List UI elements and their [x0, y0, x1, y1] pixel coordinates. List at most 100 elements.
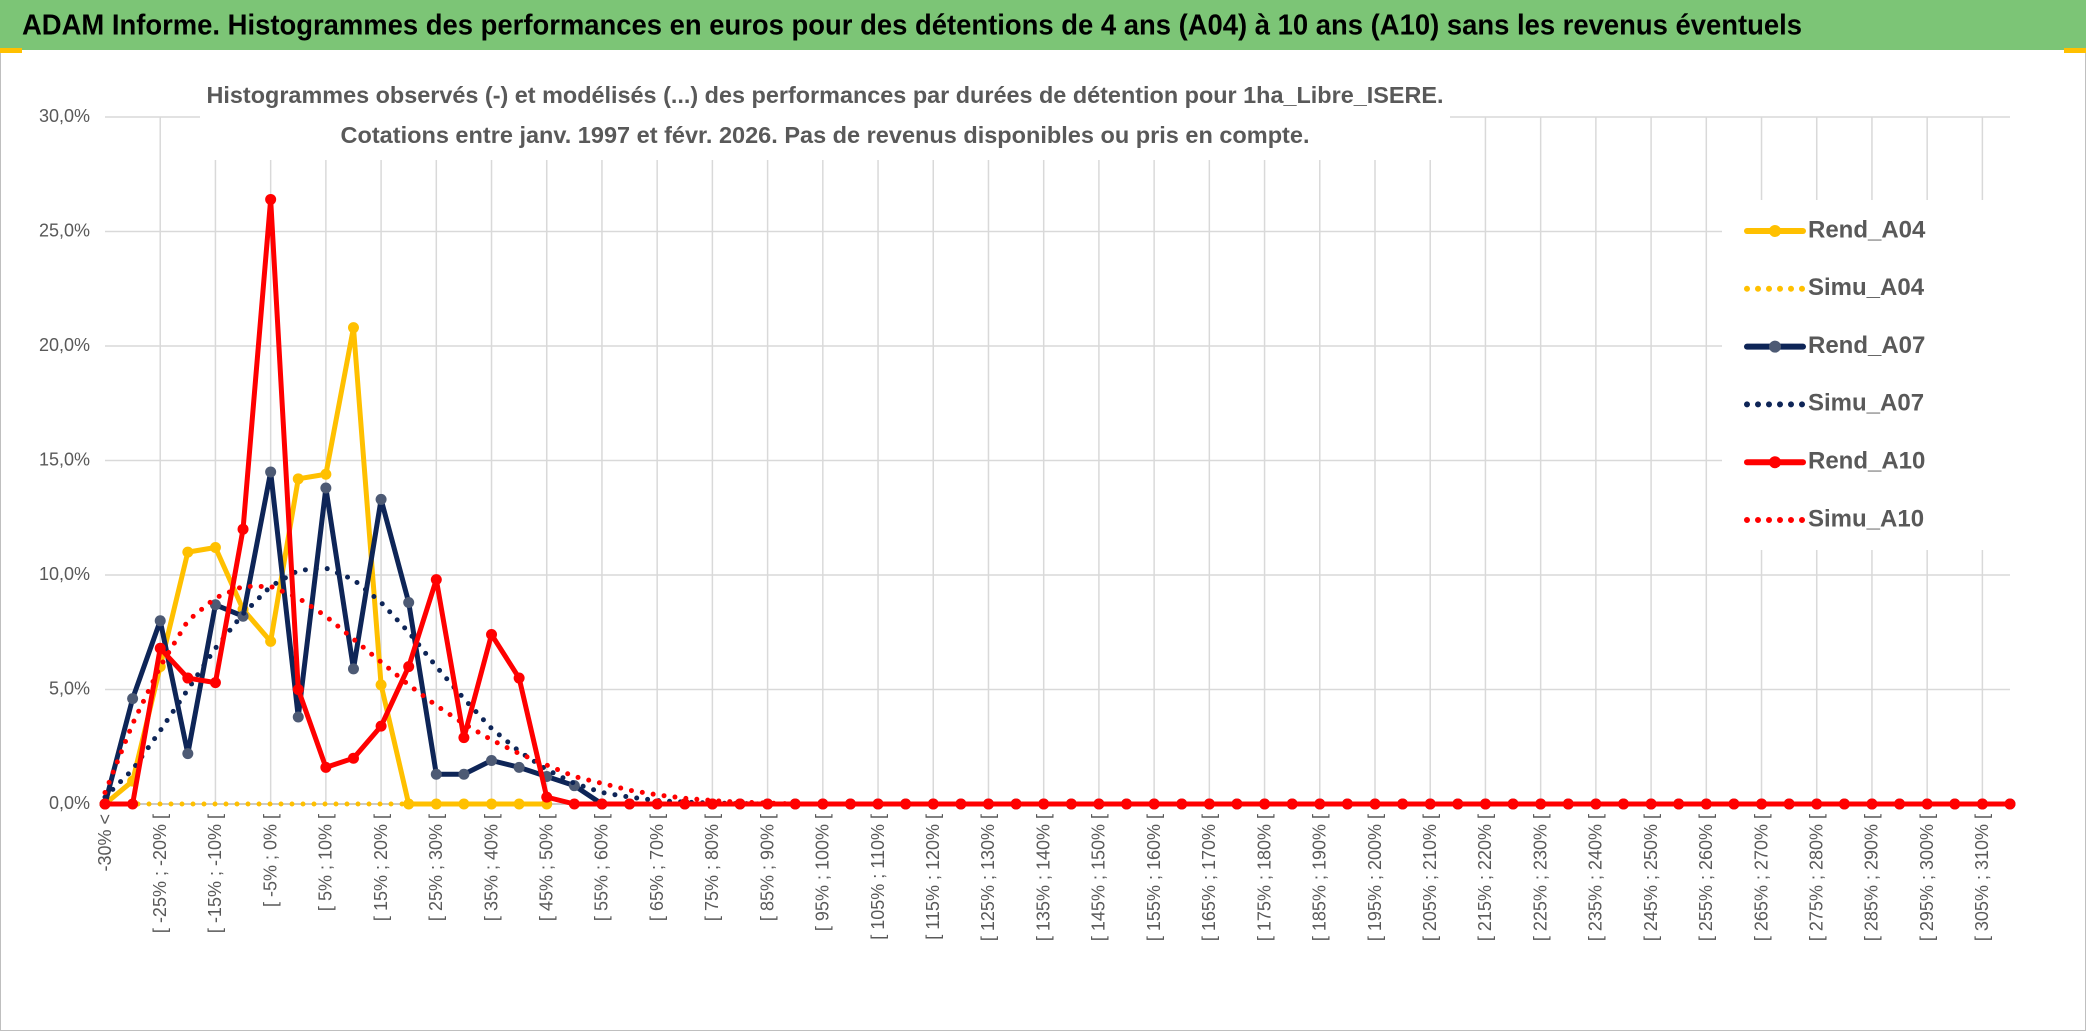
marker [320, 482, 332, 494]
marker [1203, 798, 1215, 810]
marker [265, 193, 277, 205]
x-tick-label: [ 145% ; 150% [ [1089, 814, 1109, 941]
marker [513, 672, 525, 684]
marker [458, 768, 470, 780]
marker [1645, 798, 1657, 810]
marker [182, 546, 194, 558]
legend-label: Rend_A04 [1808, 216, 1926, 243]
marker [403, 661, 415, 673]
marker [182, 672, 194, 684]
x-tick-label: [ 235% ; 240% [ [1586, 814, 1606, 941]
x-tick-label: [ 85% ; 90% [ [757, 814, 777, 921]
corner [2064, 48, 2086, 53]
banner [0, 0, 2086, 50]
marker [596, 798, 608, 810]
x-tick-label: [ -25% ; -20% [ [150, 814, 170, 933]
legend-label: Simu_A07 [1808, 390, 1924, 417]
title-bg [200, 74, 1450, 160]
marker [1617, 798, 1629, 810]
y-tick-label: 15,0% [39, 449, 90, 469]
y-tick-label: 5,0% [49, 678, 90, 698]
x-tick-label: [ 275% ; 280% [ [1806, 814, 1826, 941]
legend-label: Simu_A04 [1808, 274, 1925, 301]
x-tick-label: [ 225% ; 230% [ [1530, 814, 1550, 941]
marker [403, 596, 415, 608]
marker [209, 677, 221, 689]
legend-label: Simu_A10 [1808, 505, 1924, 532]
marker [2004, 798, 2016, 810]
corner [0, 48, 22, 53]
marker [292, 473, 304, 485]
x-tick-label: [ 215% ; 220% [ [1475, 814, 1495, 941]
marker [486, 754, 498, 766]
marker [347, 752, 359, 764]
x-tick-label: [ 5% ; 10% [ [316, 814, 336, 911]
marker [458, 732, 470, 744]
marker [513, 798, 525, 810]
marker [762, 798, 774, 810]
x-tick-label: -30% < [95, 814, 115, 872]
marker [568, 798, 580, 810]
marker [209, 542, 221, 554]
marker [1949, 798, 1961, 810]
marker [375, 679, 387, 691]
marker [1148, 798, 1160, 810]
x-tick-label: [ -5% ; 0% [ [260, 814, 280, 907]
marker [154, 615, 166, 627]
marker [1562, 798, 1574, 810]
x-tick-label: [ 155% ; 160% [ [1144, 814, 1164, 941]
marker [265, 635, 277, 647]
y-tick-label: 0,0% [49, 793, 90, 813]
legend-bg [1722, 200, 2012, 550]
legend-marker [1769, 225, 1781, 237]
x-tick-label: [ 255% ; 260% [ [1696, 814, 1716, 941]
marker [1093, 798, 1105, 810]
x-tick-label: [ -15% ; -10% [ [205, 814, 225, 933]
x-tick-label: [ 55% ; 60% [ [592, 814, 612, 921]
x-tick-label: [ 25% ; 30% [ [426, 814, 446, 921]
legend-marker [1769, 456, 1781, 469]
marker [927, 798, 939, 810]
marker [624, 798, 636, 810]
marker [154, 642, 166, 654]
legend-label: Rend_A07 [1808, 332, 1925, 359]
legend-label: Rend_A10 [1808, 448, 1925, 475]
x-tick-label: [ 185% ; 190% [ [1310, 814, 1330, 941]
x-tick-label: [ 105% ; 110% [ [868, 814, 888, 940]
x-tick-label: [ 195% ; 200% [ [1365, 814, 1385, 941]
x-tick-label: [ 15% ; 20% [ [371, 814, 391, 921]
marker [403, 798, 415, 810]
marker [817, 798, 829, 810]
y-tick-label: 20,0% [39, 335, 90, 355]
marker [292, 684, 304, 695]
marker [1038, 798, 1050, 810]
marker [1314, 798, 1326, 810]
marker [430, 574, 442, 586]
dotted-line [102, 583, 2013, 807]
legend-marker [1769, 340, 1781, 353]
marker [1369, 798, 1381, 810]
marker [237, 523, 249, 535]
marker [513, 761, 525, 773]
marker [347, 322, 359, 334]
marker [1894, 798, 1906, 810]
marker [872, 798, 884, 810]
x-tick-label: [ 35% ; 40% [ [481, 814, 501, 921]
marker [486, 629, 498, 641]
marker [127, 693, 139, 705]
marker [1535, 798, 1547, 810]
marker [1728, 798, 1740, 810]
x-tick-label: [ 65% ; 70% [ [647, 814, 667, 921]
marker [1673, 798, 1685, 810]
x-tick-label: [ 265% ; 270% [ [1751, 814, 1771, 941]
marker [651, 798, 663, 810]
marker [541, 791, 553, 803]
marker [375, 720, 387, 732]
y-tick-label: 30,0% [39, 106, 90, 126]
x-tick-label: [ 305% ; 310% [ [1972, 814, 1992, 941]
marker [127, 798, 139, 810]
marker [265, 466, 277, 478]
marker [982, 798, 994, 810]
marker [1590, 798, 1602, 810]
